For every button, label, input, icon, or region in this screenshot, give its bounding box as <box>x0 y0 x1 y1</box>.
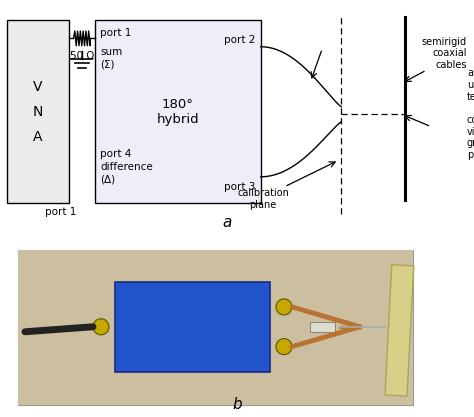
Bar <box>115 281 270 372</box>
Text: port 3: port 3 <box>224 182 255 192</box>
Text: V
N
A: V N A <box>33 80 43 144</box>
Text: semirigid
coaxial
cables: semirigid coaxial cables <box>422 37 467 70</box>
Text: port 2: port 2 <box>224 35 255 45</box>
Bar <box>18 249 413 405</box>
Text: common
virtual
ground
plane: common virtual ground plane <box>467 115 474 160</box>
Circle shape <box>93 319 109 335</box>
Text: calibration
plane: calibration plane <box>237 188 289 210</box>
Text: b: b <box>232 397 242 412</box>
Bar <box>310 322 335 332</box>
Text: port 1: port 1 <box>100 28 132 38</box>
Bar <box>18 249 413 405</box>
Text: antenna
under
test: antenna under test <box>467 68 474 102</box>
Text: port 4
difference
(Δ): port 4 difference (Δ) <box>100 149 153 184</box>
Circle shape <box>276 339 292 354</box>
Bar <box>385 265 414 396</box>
Circle shape <box>276 299 292 315</box>
Text: a: a <box>223 215 232 230</box>
Bar <box>95 20 261 203</box>
Text: 180°
hybrid: 180° hybrid <box>156 98 199 126</box>
Text: port 1: port 1 <box>45 208 76 218</box>
Text: sum
(Σ): sum (Σ) <box>100 47 123 69</box>
Bar <box>7 20 69 203</box>
Text: 50 Ω: 50 Ω <box>70 51 94 61</box>
